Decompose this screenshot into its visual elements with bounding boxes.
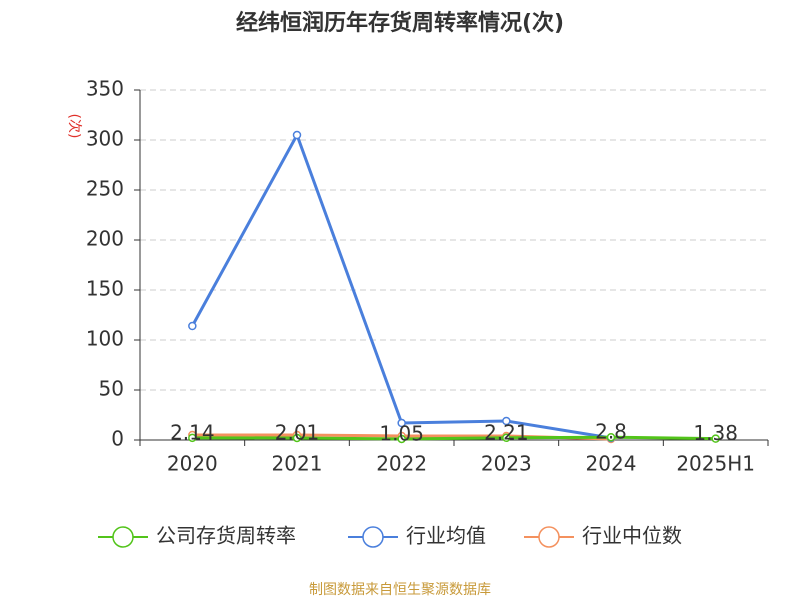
data-label: 2.14 — [170, 420, 215, 444]
data-label: 2.21 — [484, 420, 529, 444]
y-axis-label: (次) — [66, 114, 82, 139]
data-point — [711, 434, 720, 443]
legend-marker — [538, 526, 560, 548]
y-tick-label: 250 — [86, 177, 124, 201]
x-tick-label: 2023 — [481, 452, 532, 476]
y-tick-label: 200 — [86, 227, 124, 251]
series-line — [192, 435, 716, 441]
y-tick-label: 300 — [86, 127, 124, 151]
y-tick-label: 100 — [86, 327, 124, 351]
x-tick-label: 2020 — [167, 452, 218, 476]
data-point — [397, 434, 406, 444]
legend-label: 行业均值 — [406, 524, 486, 548]
legend-marker — [112, 526, 134, 548]
data-label: 2.01 — [275, 420, 320, 444]
legend-label: 公司存货周转率 — [156, 524, 296, 548]
y-tick-label: 50 — [99, 377, 124, 401]
y-tick-label: 0 — [111, 427, 124, 451]
data-point — [397, 418, 406, 428]
data-point — [292, 433, 302, 443]
data-point — [292, 130, 302, 140]
source-note: 制图数据来自恒生聚源数据库 — [309, 582, 491, 598]
y-tick-label: 350 — [86, 77, 124, 101]
data-point — [502, 433, 511, 443]
legend-label: 行业中位数 — [582, 524, 682, 548]
data-point — [606, 432, 616, 442]
data-point — [188, 321, 197, 331]
x-tick-label: 2022 — [376, 452, 427, 476]
data-point — [188, 433, 197, 443]
data-point — [502, 416, 511, 426]
x-tick-label: 2024 — [586, 452, 637, 476]
x-tick-label: 2025H1 — [676, 452, 755, 476]
chart-title: 经纬恒润历年存货周转率情况(次) — [236, 10, 564, 36]
data-label: 1.05 — [379, 421, 424, 445]
data-label: 2.8 — [595, 420, 627, 444]
x-tick-label: 2021 — [272, 452, 323, 476]
y-tick-label: 150 — [86, 277, 124, 301]
legend-marker — [362, 526, 384, 548]
data-label: 1.38 — [693, 421, 738, 445]
series-line — [191, 131, 612, 440]
